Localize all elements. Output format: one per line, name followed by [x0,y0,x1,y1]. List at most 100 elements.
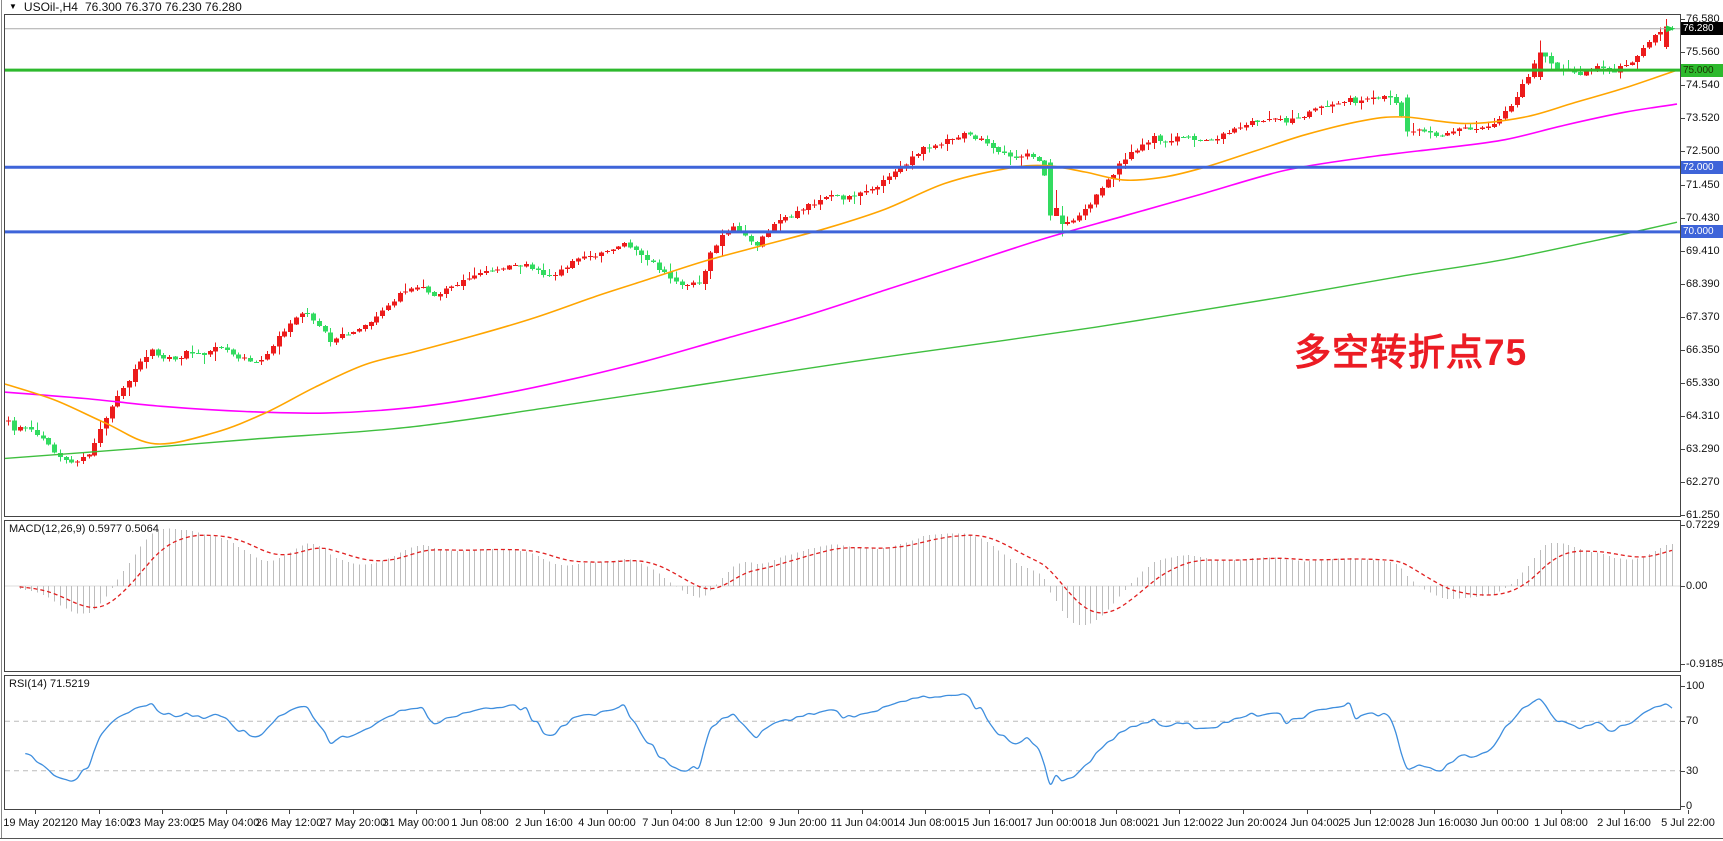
macd-indicator-label: MACD(12,26,9) 0.5977 0.5064 [9,523,159,535]
time-tick-mark [862,810,863,814]
price-tick-mark [1680,284,1685,285]
chart-title-bar: ▼ USOil-,H4 76.300 76.370 76.230 76.280 [9,0,242,14]
price-chart-canvas[interactable] [0,14,1723,517]
window-left-border [1,0,2,839]
rsi-canvas[interactable] [0,675,1723,810]
time-tick-label: 9 Jun 20:00 [769,817,827,829]
price-tick-mark [1680,52,1685,53]
time-tick-mark [1179,810,1180,814]
window-bottom-border [0,838,1723,839]
time-tick-mark [35,810,36,814]
macd-axis-zero: 0.00 [1686,580,1708,592]
price-tick-mark [1680,151,1685,152]
rsi-axis-0: 0 [1686,800,1693,812]
time-tick-mark [99,810,100,814]
rsi-axis-100-tick [1680,686,1685,687]
price-tick-label: 64.310 [1686,410,1720,422]
price-tick-label: 67.370 [1686,311,1720,323]
price-panel-frame [4,14,1681,517]
time-tick-label: 5 Jul 22:00 [1661,817,1715,829]
price-tick-mark [1680,317,1685,318]
rsi-axis-0-tick [1680,806,1685,807]
macd-axis-max: 0.7229 [1686,519,1720,531]
candles [6,19,1675,467]
time-tick-mark [226,810,227,814]
time-tick-mark [798,810,799,814]
time-tick-mark [734,810,735,814]
price-tick-mark [1680,449,1685,450]
time-tick-mark [289,810,290,814]
price-tick-mark [1680,482,1685,483]
time-tick-mark [162,810,163,814]
time-tick-mark [989,810,990,814]
rsi-axis-70: 70 [1686,715,1699,727]
rsi-indicator-label: RSI(14) 71.5219 [9,678,90,690]
price-tick-label: 62.270 [1686,476,1720,488]
level-75-badge: 75.000 [1681,64,1723,77]
price-tick-mark [1680,383,1685,384]
price-tick-label: 71.450 [1686,179,1720,191]
rsi-axis-30-tick [1680,771,1685,772]
price-tick-label: 68.390 [1686,278,1720,290]
time-tick-mark [1688,810,1689,814]
time-tick-mark [480,810,481,814]
time-tick-mark [353,810,354,814]
time-tick-label: 2 Jul 16:00 [1597,817,1651,829]
price-tick-mark [1680,251,1685,252]
time-tick-label: 17 Jun 00:00 [1020,817,1084,829]
price-tick-mark [1680,118,1685,119]
time-tick-label: 20 May 16:00 [65,817,133,829]
symbol-timeframe-label: USOil-,H4 [23,0,78,14]
price-tick-mark [1680,218,1685,219]
price-tick-label: 63.290 [1686,443,1720,455]
macd-axis-min: -0.9185 [1686,658,1723,670]
time-tick-mark [1370,810,1371,814]
time-tick-label: 19 May 2021 [3,817,67,829]
macd-signal-line [19,534,1673,614]
macd-axis-zero-tick [1680,586,1685,587]
macd-histogram [20,528,1673,626]
time-tick-mark [1434,810,1435,814]
macd-canvas[interactable] [0,520,1723,672]
time-tick-label: 25 May 04:00 [192,817,260,829]
price-tick-label: 66.350 [1686,344,1720,356]
price-tick-label: 72.500 [1686,145,1720,157]
time-tick-label: 21 Jun 12:00 [1147,817,1211,829]
price-tick-label: 75.560 [1686,46,1720,58]
time-tick-mark [1052,810,1053,814]
rsi-line [25,693,1673,785]
rsi-panel-frame [4,675,1681,810]
time-tick-mark [1307,810,1308,814]
price-tick-label: 61.250 [1686,509,1720,521]
time-tick-label: 7 Jun 04:00 [642,817,700,829]
ma-mid-line[interactable] [4,103,1678,415]
time-tick-label: 18 Jun 08:00 [1084,817,1148,829]
time-tick-label: 23 May 23:00 [128,817,196,829]
chart-expand-triangle-icon[interactable]: ▼ [9,2,17,11]
price-tick-label: 65.330 [1686,377,1720,389]
macd-panel-frame [4,520,1681,672]
time-tick-label: 1 Jun 08:00 [451,817,509,829]
ma-slow-line[interactable] [4,221,1678,460]
annotation-text: 多空转折点75 [1294,332,1528,373]
time-tick-label: 2 Jun 16:00 [515,817,573,829]
current-price-arrow-icon [1666,25,1675,33]
time-tick-label: 25 Jun 12:00 [1338,817,1402,829]
ohlc-values: 76.300 76.370 76.230 76.280 [84,0,242,14]
price-tick-label: 69.410 [1686,245,1720,257]
rsi-axis-100: 100 [1686,680,1705,692]
level-72-badge: 72.000 [1681,161,1723,174]
time-tick-label: 15 Jun 16:00 [957,817,1021,829]
price-tick-mark [1680,19,1685,20]
time-tick-label: 14 Jun 08:00 [893,817,957,829]
time-tick-label: 1 Jul 08:00 [1534,817,1588,829]
macd-axis-max-tick [1680,525,1685,526]
current-price-badge: 76.280 [1681,22,1723,35]
time-tick-mark [1116,810,1117,814]
ma-fast-line[interactable] [4,69,1678,445]
time-tick-label: 27 May 20:00 [319,817,387,829]
rsi-axis-30: 30 [1686,765,1699,777]
price-tick-mark [1680,85,1685,86]
time-tick-mark [607,810,608,814]
time-tick-label: 24 Jun 04:00 [1275,817,1339,829]
